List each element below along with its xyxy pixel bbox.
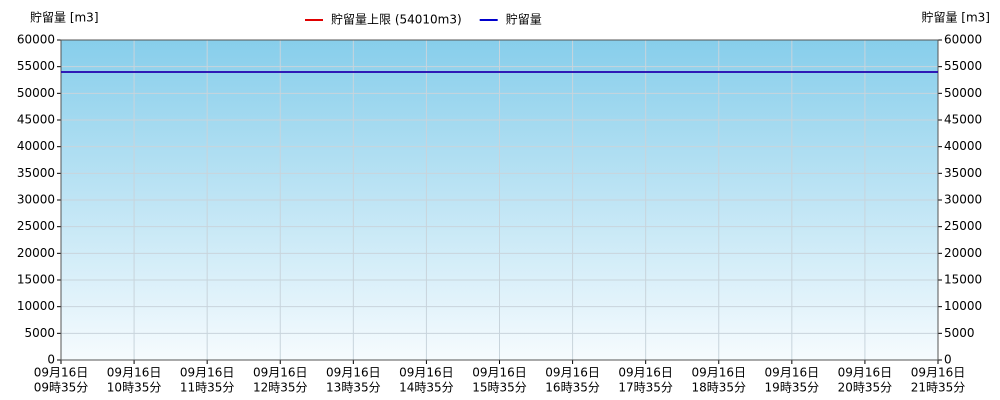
x-tick-label: 14時35分 xyxy=(399,381,454,395)
y2-tick-label: 40000 xyxy=(944,139,982,153)
y2-tick-label: 25000 xyxy=(944,219,982,233)
y-tick-label: 40000 xyxy=(17,139,55,153)
x-tick-label: 19時35分 xyxy=(765,381,820,395)
y-tick-label: 45000 xyxy=(17,113,55,127)
y2-tick-label: 0 xyxy=(944,353,952,367)
y-tick-label: 20000 xyxy=(17,246,55,260)
x-tick-label: 09月16日 xyxy=(691,366,746,380)
x-tick-label: 13時35分 xyxy=(326,381,381,395)
x-tick-label: 09月16日 xyxy=(911,366,966,380)
y2-tick-label: 10000 xyxy=(944,299,982,313)
y-tick-label: 15000 xyxy=(17,273,55,287)
x-tick-label: 09月16日 xyxy=(253,366,308,380)
x-tick-label: 21時35分 xyxy=(911,381,966,395)
y-tick-label: 0 xyxy=(47,353,55,367)
y2-tick-label: 45000 xyxy=(944,113,982,127)
y-tick-label: 50000 xyxy=(17,86,55,100)
y2-tick-label: 35000 xyxy=(944,166,982,180)
legend-label: 貯留量上限 (54010m3) xyxy=(331,13,462,27)
x-tick-label: 18時35分 xyxy=(691,381,746,395)
x-tick-label: 17時35分 xyxy=(618,381,673,395)
x-tick-label: 15時35分 xyxy=(472,381,527,395)
x-tick-label: 16時35分 xyxy=(545,381,600,395)
x-tick-label: 09月16日 xyxy=(34,366,89,380)
x-tick-label: 11時35分 xyxy=(180,381,235,395)
y2-axis-title: 貯留量 [m3] xyxy=(921,11,990,25)
x-tick-label: 09月16日 xyxy=(472,366,527,380)
x-tick-label: 09月16日 xyxy=(399,366,454,380)
y-tick-label: 60000 xyxy=(17,33,55,47)
y-tick-label: 5000 xyxy=(24,326,55,340)
y2-tick-label: 20000 xyxy=(944,246,982,260)
x-tick-label: 12時35分 xyxy=(253,381,308,395)
y-axis-title: 貯留量 [m3] xyxy=(30,11,99,25)
x-tick-label: 10時35分 xyxy=(107,381,162,395)
y-tick-label: 55000 xyxy=(17,59,55,73)
y-tick-label: 30000 xyxy=(17,193,55,207)
y-tick-label: 35000 xyxy=(17,166,55,180)
y-tick-label: 10000 xyxy=(17,299,55,313)
y2-tick-label: 30000 xyxy=(944,193,982,207)
x-tick-label: 09月16日 xyxy=(326,366,381,380)
legend-label: 貯留量 xyxy=(506,13,542,27)
x-tick-label: 20時35分 xyxy=(838,381,893,395)
y2-tick-label: 5000 xyxy=(944,326,975,340)
x-tick-label: 09月16日 xyxy=(545,366,600,380)
x-tick-label: 09時35分 xyxy=(34,381,89,395)
y2-tick-label: 50000 xyxy=(944,86,982,100)
y2-tick-label: 55000 xyxy=(944,59,982,73)
y-tick-label: 25000 xyxy=(17,219,55,233)
x-tick-label: 09月16日 xyxy=(618,366,673,380)
y2-tick-label: 15000 xyxy=(944,273,982,287)
x-tick-label: 09月16日 xyxy=(180,366,235,380)
x-tick-label: 09月16日 xyxy=(107,366,162,380)
y2-tick-label: 60000 xyxy=(944,33,982,47)
x-tick-label: 09月16日 xyxy=(765,366,820,380)
plot-frame xyxy=(60,39,939,361)
x-tick-label: 09月16日 xyxy=(838,366,893,380)
